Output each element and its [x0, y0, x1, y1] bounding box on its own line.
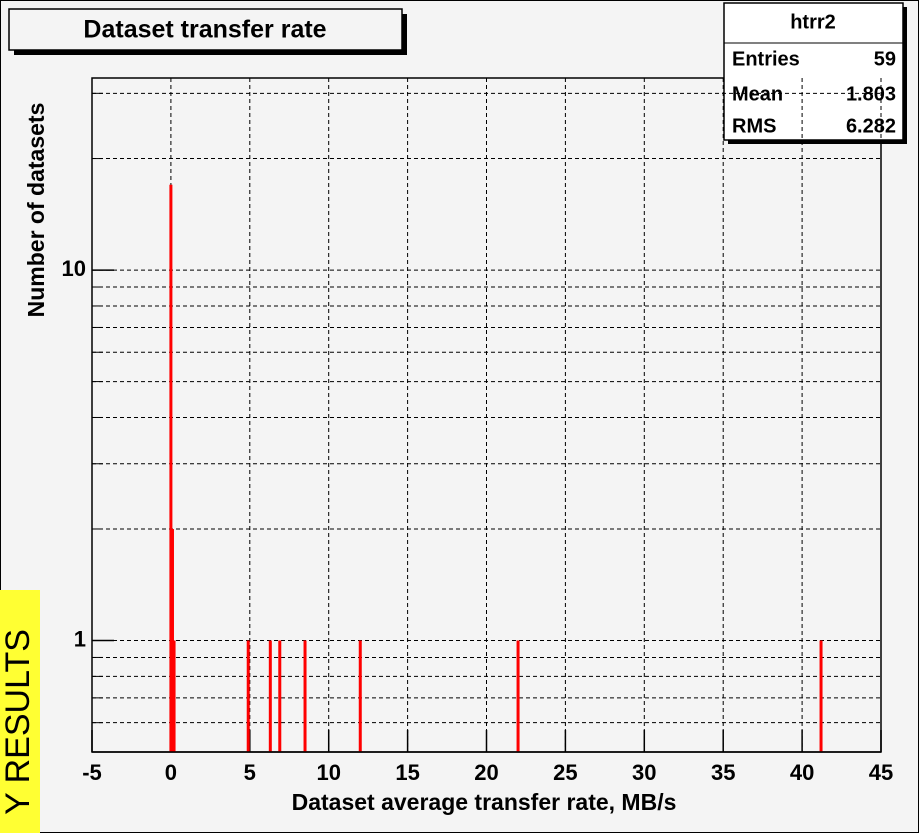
x-tick-label: 10 [316, 760, 340, 785]
x-tick-label: 35 [711, 760, 735, 785]
bar [268, 640, 272, 752]
x-tick-label: -5 [82, 760, 102, 785]
x-axis-label: Dataset average transfer rate, MB/s [292, 789, 677, 815]
side-band [0, 590, 40, 833]
stats-label: Mean [732, 83, 783, 105]
bar [172, 640, 176, 752]
bar [516, 640, 520, 752]
bar [819, 640, 823, 752]
bar [358, 640, 362, 752]
x-tick-label: 20 [474, 760, 498, 785]
bar [246, 640, 250, 752]
bar [170, 528, 174, 752]
side-label: Y RESULTS [0, 629, 37, 815]
x-tick-label: 25 [553, 760, 577, 785]
chart-title: Dataset transfer rate [83, 16, 326, 44]
x-tick-label: 45 [869, 760, 893, 785]
x-tick-label: 0 [165, 760, 177, 785]
stats-label: RMS [732, 115, 776, 137]
y-tick-label: 1 [74, 626, 86, 651]
stats-label: Entries [732, 48, 800, 70]
stats-box [723, 2, 904, 141]
bar [303, 640, 307, 752]
y-axis-label: Number of datasets [23, 103, 49, 318]
bar [169, 184, 173, 753]
stats-value: 59 [874, 48, 896, 70]
x-tick-label: 30 [632, 760, 656, 785]
x-tick-label: 5 [244, 760, 256, 785]
title-box [8, 8, 403, 51]
x-tick-label: 15 [395, 760, 419, 785]
stats-title: htrr2 [790, 11, 836, 33]
stats-value: 1.803 [846, 83, 896, 105]
y-tick-label: 10 [62, 256, 86, 281]
stats-value: 6.282 [846, 115, 896, 137]
bar [278, 640, 282, 752]
x-tick-label: 40 [790, 760, 814, 785]
